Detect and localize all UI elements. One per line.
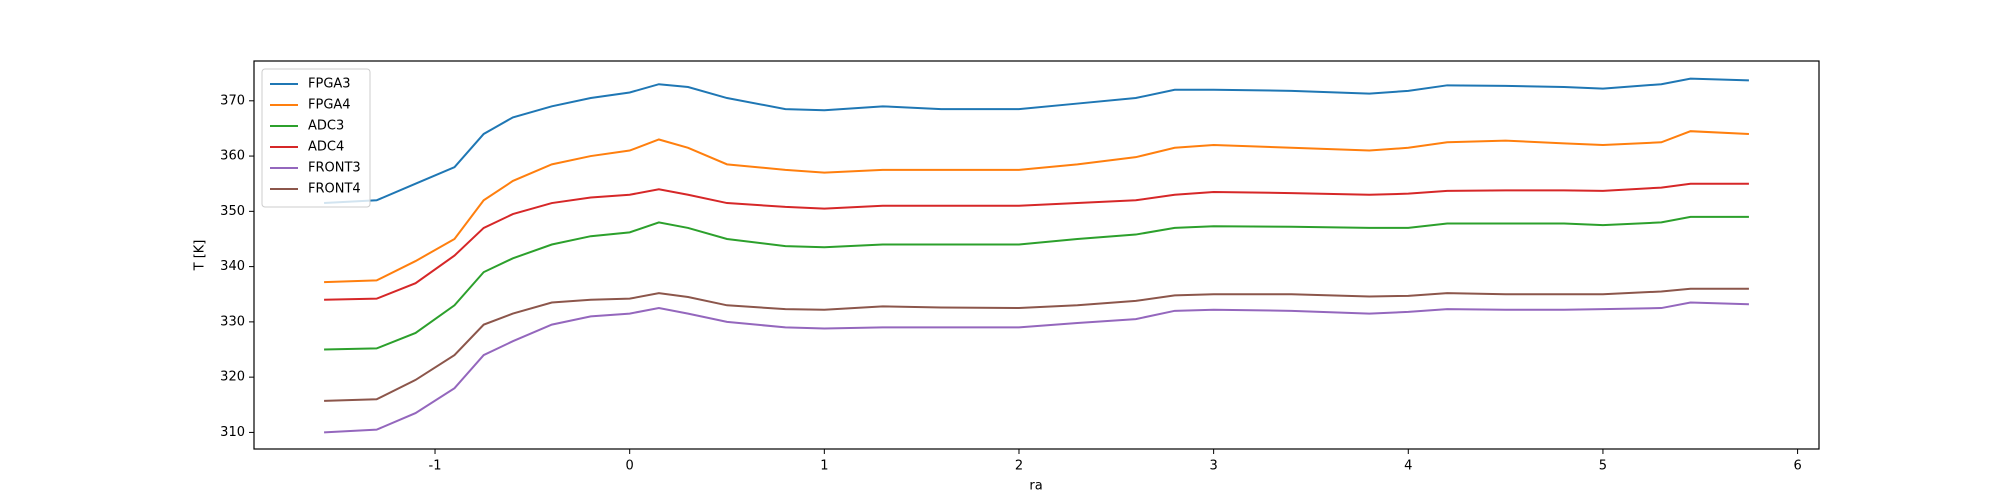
y-tick-label: 370 <box>220 93 245 108</box>
legend-frame <box>261 68 371 208</box>
y-tick-label: 330 <box>220 314 245 329</box>
y-tick-label: 360 <box>220 149 245 164</box>
x-tick-label: 3 <box>1209 459 1217 474</box>
series-line <box>324 287 1749 402</box>
y-tick-label: 350 <box>220 204 245 219</box>
series-line <box>324 77 1749 205</box>
x-tick-label: 6 <box>1793 459 1801 474</box>
legend-label: ADC3 <box>308 119 344 134</box>
plot-frame <box>253 60 1820 450</box>
legend-label: FRONT4 <box>308 182 361 197</box>
x-tick-label: 4 <box>1404 459 1412 474</box>
x-tick-label: 0 <box>626 459 634 474</box>
x-tick-label: 5 <box>1599 459 1607 474</box>
y-tick-label: 340 <box>220 259 245 274</box>
x-tick-label: 1 <box>820 459 828 474</box>
x-tick-label: 2 <box>1015 459 1023 474</box>
y-tick-label: 310 <box>220 425 245 440</box>
x-tick-label: -1 <box>429 459 442 474</box>
legend-label: ADC4 <box>308 140 344 155</box>
series-line <box>324 301 1749 434</box>
series-line <box>324 130 1749 284</box>
series-line <box>324 182 1749 301</box>
x-axis-label: ra <box>1029 479 1042 494</box>
legend-label: FPGA4 <box>308 98 351 113</box>
y-tick-label: 320 <box>220 370 245 385</box>
legend-label: FRONT3 <box>308 161 361 176</box>
series-line <box>324 215 1749 351</box>
legend: FPGA3 FPGA4 ADC3 ADC4 FRONT3 FRONT4 <box>261 68 371 208</box>
y-axis-label: T [K] <box>193 240 208 272</box>
legend-label: FPGA3 <box>308 77 351 92</box>
